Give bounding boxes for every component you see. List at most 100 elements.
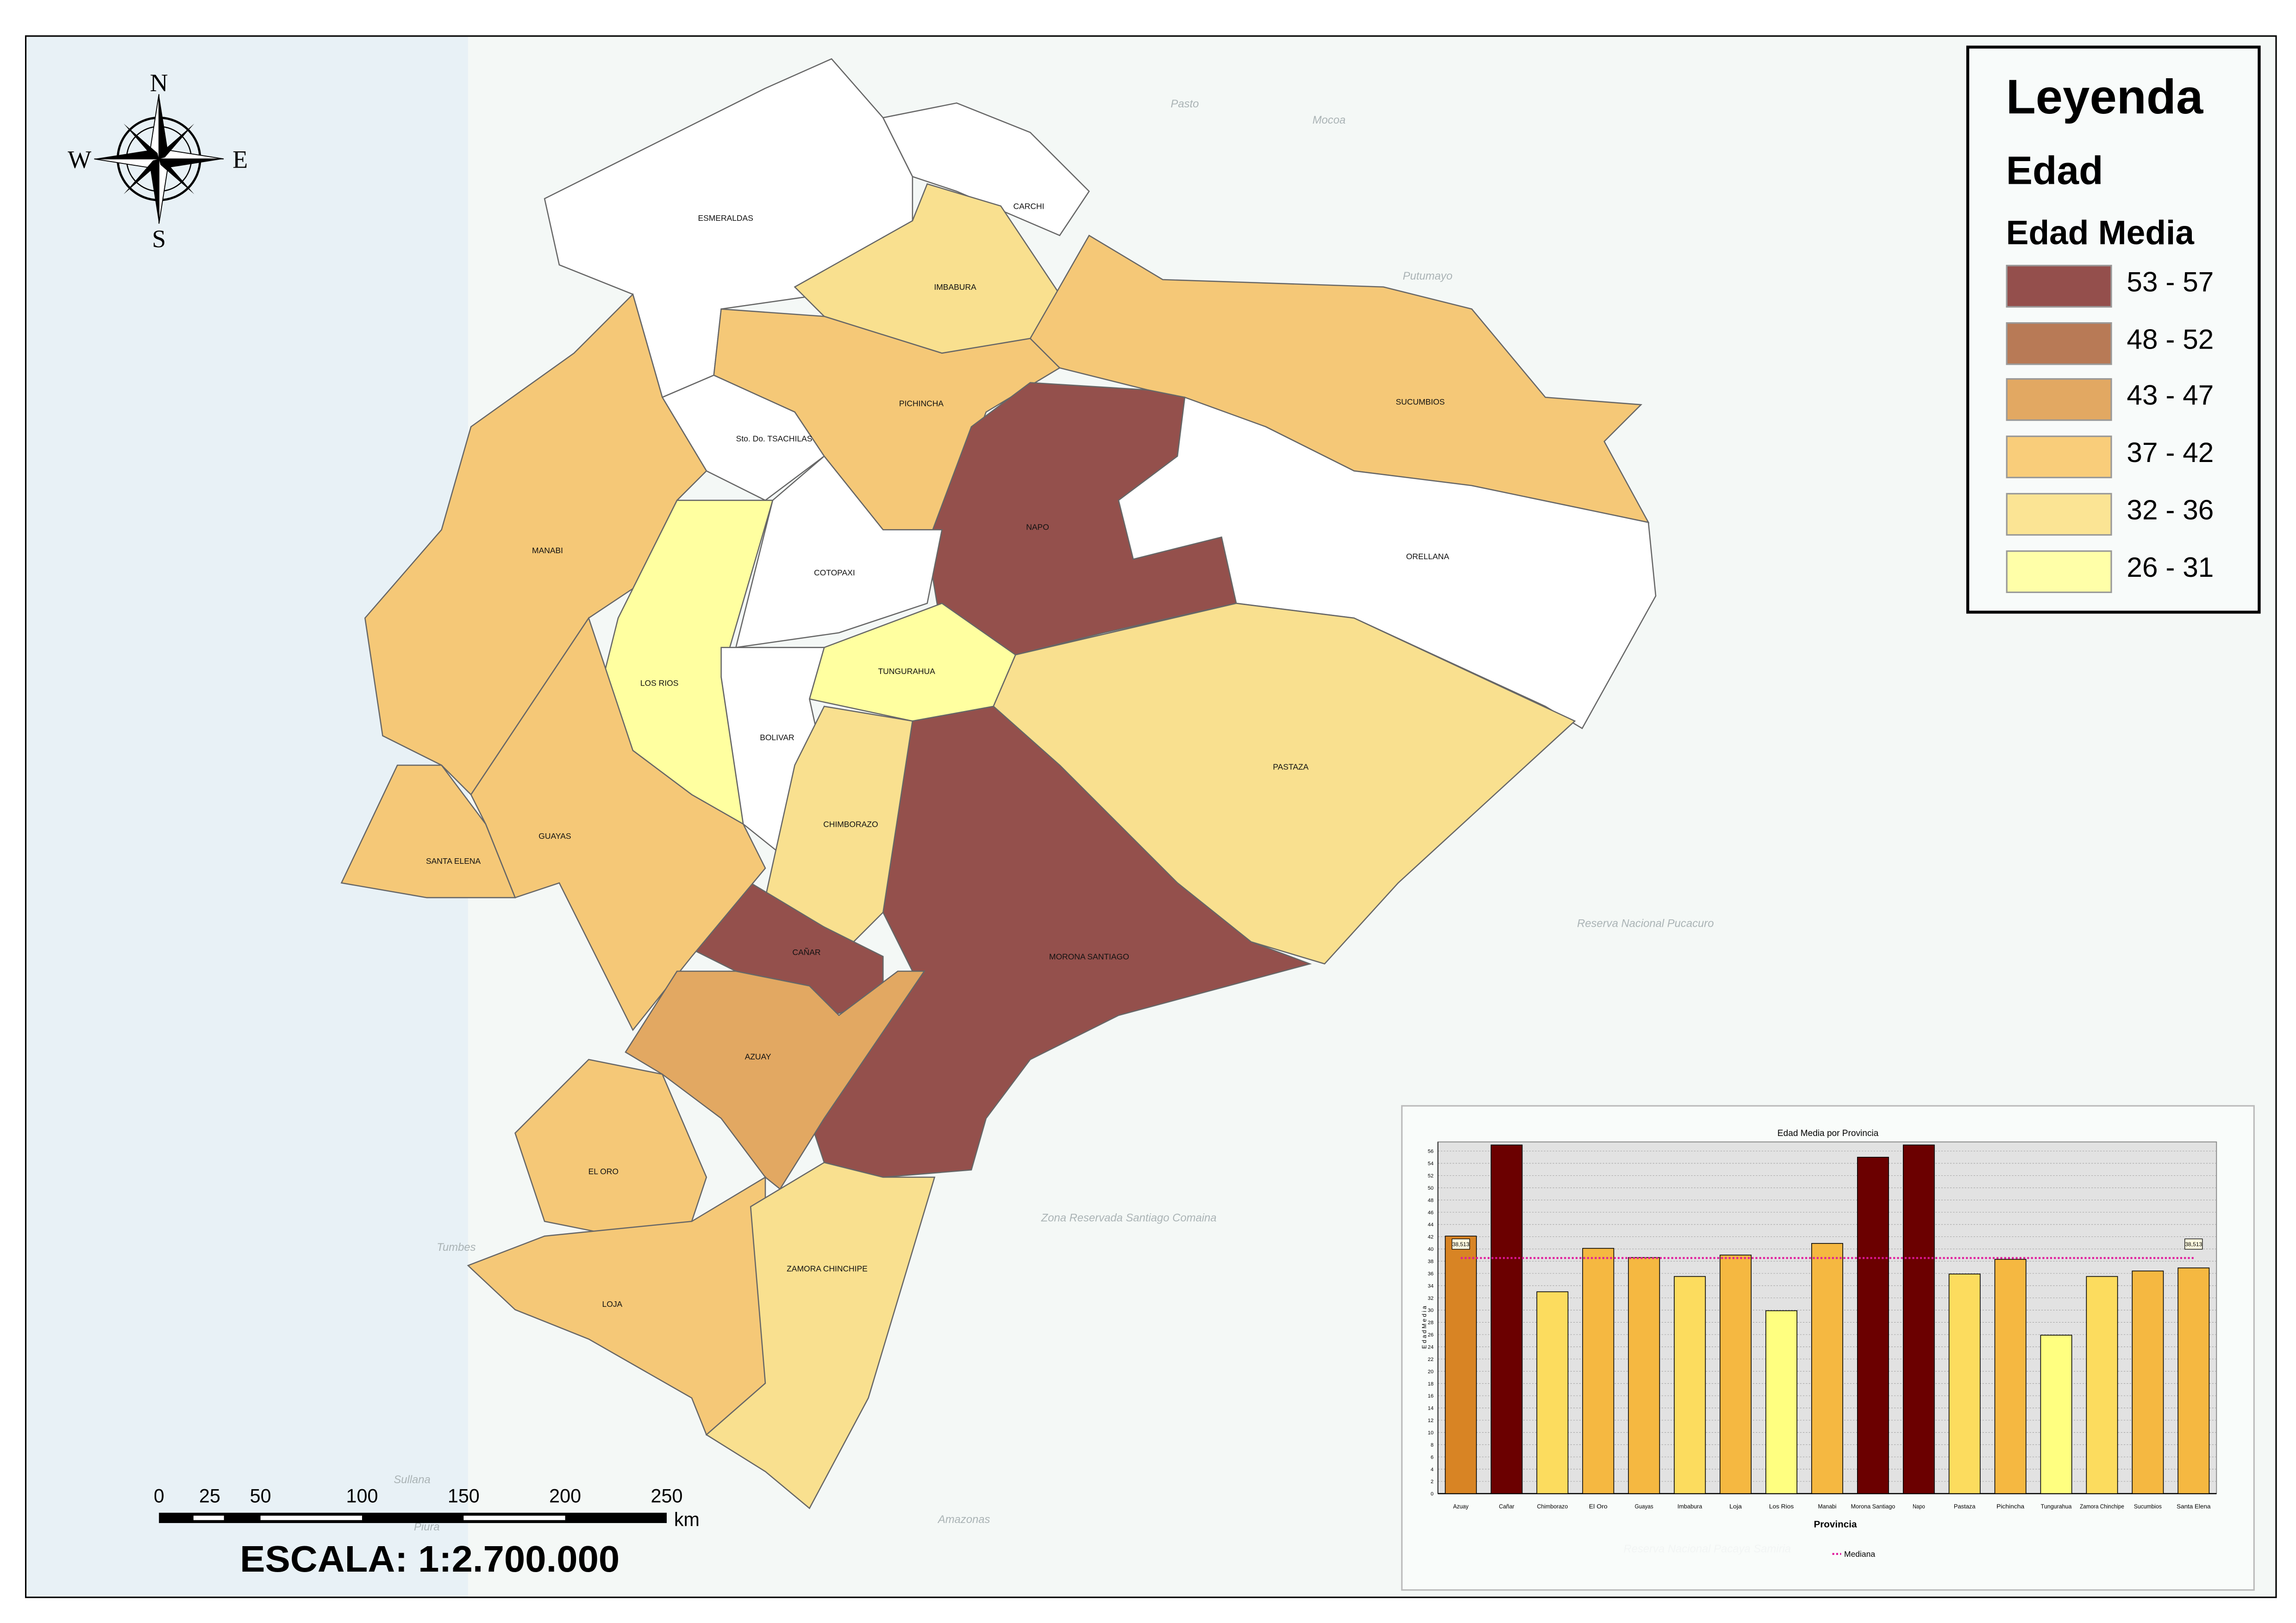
province-azuay	[625, 970, 926, 1190]
province-label: PASTAZA	[1273, 762, 1308, 772]
scale-tick-label: 25	[199, 1486, 220, 1507]
basemap-label: Zona Reservada Santiago Comaina	[1041, 1211, 1217, 1224]
province-label: LOS RIOS	[640, 678, 679, 687]
legend-class-label: 53 - 57	[2127, 268, 2214, 299]
legend-class: 37 - 42	[2006, 436, 2256, 479]
province-label: IMBABURA	[934, 282, 976, 292]
median-label: 38,513	[1452, 1241, 1470, 1248]
scale-bar-white	[260, 1516, 362, 1520]
legend-field: Edad Media	[2006, 213, 2194, 252]
scale-tick-label: 100	[346, 1486, 378, 1507]
scale-bar-black	[159, 1512, 667, 1523]
legend-class-label: 37 - 42	[2127, 438, 2214, 470]
x-tick-label: Napo	[1913, 1503, 1925, 1510]
bar	[1490, 1144, 1523, 1494]
x-tick-label: Pastaza	[1954, 1503, 1976, 1510]
legend-class-label: 32 - 36	[2127, 495, 2214, 527]
y-axis-title: E d a d M e d i a	[1420, 1305, 1427, 1348]
province-label: MORONA SANTIAGO	[1049, 952, 1129, 961]
province-label: CHIMBORAZO	[823, 819, 878, 829]
compass-w: W	[68, 145, 91, 173]
median-label-box	[2184, 1238, 2203, 1250]
y-tick-label: 48	[1428, 1198, 1433, 1203]
y-tick-label: 10	[1428, 1430, 1433, 1436]
province-label: BOLIVAR	[760, 733, 794, 742]
x-tick-label: Cañar	[1499, 1503, 1514, 1510]
scale-tick-label: 0	[155, 1486, 164, 1507]
province-label: ZAMORA CHINCHIPE	[787, 1264, 868, 1273]
y-tick-label: 32	[1428, 1296, 1433, 1301]
bar	[2177, 1267, 2210, 1494]
y-tick-label: 38	[1428, 1259, 1433, 1265]
legend-subtitle: Edad	[2006, 149, 2103, 193]
legend-class-label: 48 - 52	[2127, 325, 2214, 356]
bar	[2086, 1276, 2118, 1494]
x-tick-label: Los Rios	[1769, 1503, 1794, 1510]
province-label: ORELLANA	[1406, 552, 1450, 561]
basemap-label: Putumayo	[1403, 270, 1452, 282]
legend-swatch	[2006, 493, 2112, 536]
y-tick-label: 40	[1428, 1247, 1433, 1252]
bar	[2040, 1335, 2072, 1494]
median-label-box	[1451, 1238, 1470, 1250]
legend-swatch	[2006, 322, 2112, 365]
bar	[1536, 1291, 1569, 1494]
scale-tick-label: 150	[448, 1486, 480, 1507]
legend-swatch	[2006, 379, 2112, 422]
province-label: SANTA ELENA	[426, 856, 481, 866]
x-tick-label: Imbabura	[1677, 1503, 1702, 1510]
legend-class: 26 - 31	[2006, 549, 2256, 593]
bar	[1674, 1276, 1706, 1494]
province-el-oro	[514, 1059, 707, 1237]
basemap-label: Reserva Nacional Pucacuro	[1577, 918, 1714, 930]
province-label: MANABI	[532, 546, 563, 555]
basemap-label: Pasto	[1170, 98, 1199, 110]
y-tick-label: 20	[1428, 1369, 1433, 1374]
y-tick-label: 22	[1428, 1357, 1433, 1362]
legend-class: 53 - 57	[2006, 265, 2256, 308]
legend-class: 48 - 52	[2006, 322, 2256, 365]
y-tick-label: 44	[1428, 1222, 1433, 1228]
y-tick-label: 50	[1428, 1186, 1433, 1191]
province-label: PICHINCHA	[899, 399, 944, 408]
x-tick-label: El Oro	[1589, 1503, 1608, 1510]
x-tick-label: Tungurahua	[2041, 1503, 2072, 1510]
province-label: GUAYAS	[538, 831, 571, 841]
y-tick-label: 42	[1428, 1235, 1433, 1240]
bar	[1902, 1144, 1935, 1494]
scale-bar-white	[193, 1516, 224, 1520]
y-tick-label: 6	[1431, 1454, 1433, 1460]
bar	[1765, 1310, 1797, 1494]
basemap-label: Mocoa	[1313, 114, 1346, 126]
legend-swatch	[2006, 265, 2112, 308]
y-tick-label: 4	[1431, 1467, 1433, 1473]
x-tick-label: Morona Santiago	[1851, 1503, 1896, 1510]
y-tick-label: 34	[1428, 1283, 1433, 1289]
y-tick-label: 56	[1428, 1149, 1433, 1155]
chart-title: Edad Media por Provincia	[1777, 1129, 1879, 1138]
scale-tick-label: 200	[549, 1486, 581, 1507]
province-zamora-chinchipe	[705, 1161, 936, 1510]
province-label: AZUAY	[745, 1052, 771, 1061]
bar	[1994, 1259, 2027, 1494]
y-tick-label: 52	[1428, 1174, 1433, 1179]
compass-rose: N S E W	[68, 69, 248, 253]
province-cotopaxi	[735, 455, 943, 649]
basemap-label: Tumbes	[437, 1241, 475, 1254]
province-santa-elena	[340, 764, 516, 899]
scale-tick-label: 250	[651, 1486, 683, 1507]
legend-median-label: Mediana	[1844, 1549, 1875, 1559]
x-axis-title: Provincia	[1814, 1519, 1857, 1530]
compass-n: N	[150, 69, 168, 97]
y-tick-label: 0	[1431, 1492, 1433, 1497]
x-tick-label: Chimborazo	[1537, 1503, 1568, 1510]
province-carchi	[882, 102, 1090, 237]
province-label: LOJA	[602, 1299, 623, 1309]
legend-swatch	[2006, 436, 2112, 479]
x-tick-label: Loja	[1729, 1503, 1742, 1510]
compass-e: E	[232, 145, 248, 173]
y-tick-label: 30	[1428, 1308, 1433, 1313]
scale-unit: km	[674, 1509, 700, 1530]
